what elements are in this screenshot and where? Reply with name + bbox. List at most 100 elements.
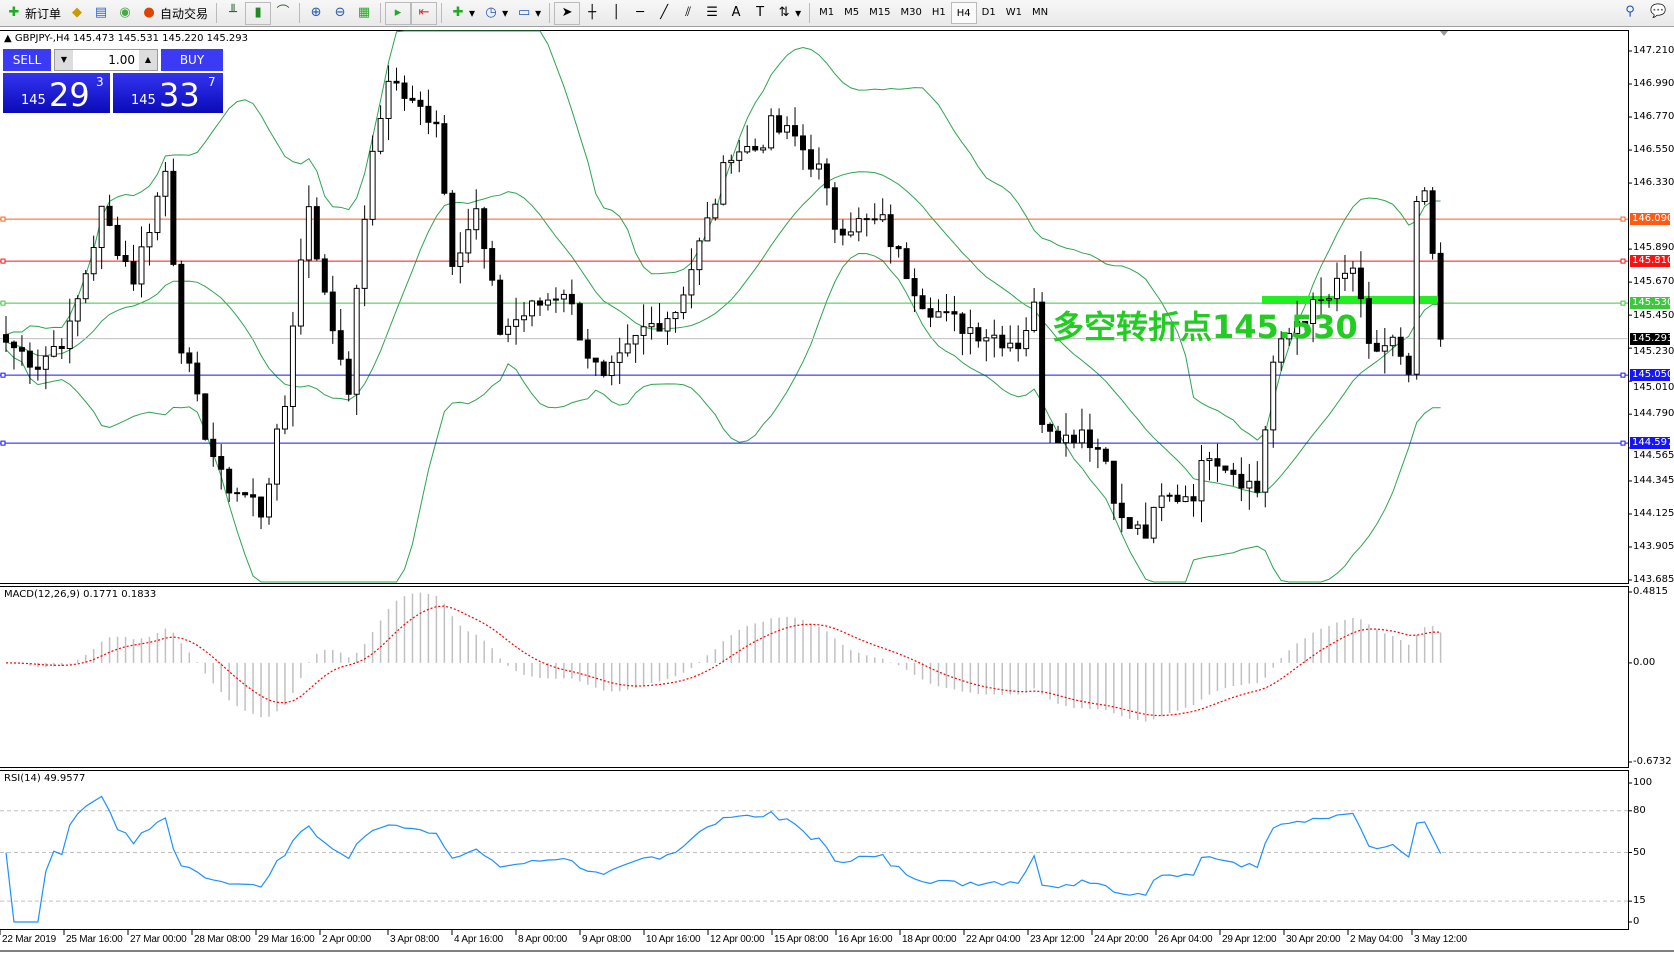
candle-bullish <box>1063 434 1070 444</box>
candle-bullish <box>608 361 615 377</box>
candle-chart-button[interactable]: ▮ <box>245 1 272 25</box>
buy-quote[interactable]: 145 33 7 <box>113 73 223 113</box>
search-icon[interactable]: ⚲ <box>1625 4 1635 19</box>
timeframe-w1[interactable]: W1 <box>1005 7 1022 18</box>
periods-button[interactable]: ◷ ▾ <box>479 2 512 25</box>
signal-icon: ◉ <box>119 5 131 20</box>
tile-windows-button[interactable]: ▦ <box>352 2 376 25</box>
candle-bearish <box>911 278 918 297</box>
text-button[interactable]: A <box>724 2 748 25</box>
chat-icon[interactable]: 💬 <box>1650 4 1667 19</box>
candle-bullish <box>855 218 862 233</box>
candle-bullish <box>616 352 623 363</box>
sell-button[interactable]: SELL <box>3 49 51 71</box>
one-click-trading-panel: SELL ▼ 1.00 ▲ BUY 145 29 3 145 33 7 <box>3 49 223 113</box>
timeframe-h1[interactable]: H1 <box>931 7 946 18</box>
indicators-button[interactable]: ✚ ▾ <box>446 2 479 25</box>
zoom-out-button[interactable]: ⊖ <box>328 2 352 25</box>
candle-bearish <box>329 291 336 332</box>
fibonacci-icon: ☰ <box>706 5 718 20</box>
right-icons: ⚲ 💬 <box>1622 4 1666 20</box>
candle-bearish <box>1222 465 1229 471</box>
candle-bullish <box>712 203 719 219</box>
candle-bearish <box>1238 473 1245 489</box>
terminal-icon: ▤ <box>94 5 108 20</box>
candle-bullish <box>935 311 942 318</box>
trendline-button[interactable]: ╱ <box>652 2 676 25</box>
timeframe-m15[interactable]: M15 <box>869 7 891 18</box>
channel-button[interactable]: ⫽ <box>676 2 700 25</box>
timeframe-m30[interactable]: M30 <box>900 7 922 18</box>
bar-chart-button[interactable]: ╨ <box>221 2 245 25</box>
signals-button[interactable]: ◉ <box>113 2 137 25</box>
candle-bullish <box>1198 460 1205 502</box>
candle-bearish <box>536 300 543 306</box>
candle-bearish <box>10 341 17 349</box>
terminal-button[interactable]: ▤ <box>89 2 113 25</box>
candle-bearish <box>1094 447 1101 450</box>
time-label: 9 Apr 08:00 <box>582 934 631 945</box>
timeframe-m5[interactable]: M5 <box>844 7 860 18</box>
candle-bullish <box>1278 338 1285 363</box>
market-watch-button[interactable]: ◆ <box>65 2 89 25</box>
auto-scroll-button[interactable]: ▸ <box>385 1 412 25</box>
new-order-button[interactable]: ✚ 新订单 <box>2 2 65 25</box>
candle-bullish <box>1333 277 1340 300</box>
candle-bearish <box>1230 469 1237 475</box>
price-tick-label: 146.550 <box>1633 144 1674 156</box>
price-tick-label: 144.790 <box>1633 408 1674 420</box>
level-handle <box>1620 258 1626 264</box>
lot-decrease-button[interactable]: ▼ <box>55 50 73 70</box>
candle-bearish <box>417 99 424 107</box>
candle-bullish <box>297 259 304 327</box>
candle-bearish <box>321 258 328 293</box>
vertical-line-button[interactable]: │ <box>604 2 628 25</box>
timeframe-d1[interactable]: D1 <box>981 7 996 18</box>
fibonacci-button[interactable]: ☰ <box>700 2 724 25</box>
main-chart-pane[interactable] <box>0 30 1629 584</box>
candle-bearish <box>1318 299 1325 302</box>
vertical-line-icon: │ <box>612 5 621 20</box>
gold-icon: ◆ <box>72 5 83 20</box>
time-label: 26 Apr 04:00 <box>1158 934 1213 945</box>
text-label-button[interactable]: T <box>748 2 772 25</box>
candle-bullish <box>473 208 480 231</box>
lot-increase-button[interactable]: ▲ <box>139 50 157 70</box>
candle-bullish <box>289 325 296 407</box>
candle-bullish <box>162 170 169 197</box>
candle-bearish <box>1118 502 1125 519</box>
rsi-pane[interactable] <box>0 770 1629 930</box>
zoom-in-button[interactable]: ⊕ <box>304 2 328 25</box>
timeframe-h4[interactable]: H4 <box>950 2 977 24</box>
separator <box>380 3 382 23</box>
auto-trading-button[interactable]: ● 自动交易 <box>137 2 212 25</box>
arrows-button[interactable]: ⇅ ▾ <box>772 2 805 25</box>
candle-bearish <box>210 438 217 458</box>
candle-bullish <box>361 218 368 289</box>
price-tick-label: 147.210 <box>1633 45 1674 56</box>
time-label: 15 Apr 08:00 <box>774 934 829 945</box>
candle-bearish <box>831 187 838 230</box>
timeframe-m1[interactable]: M1 <box>819 7 835 18</box>
candle-bullish <box>521 315 528 321</box>
macd-tick-label: 0.4815 <box>1633 586 1668 597</box>
candle-bearish <box>776 115 783 133</box>
buy-button[interactable]: BUY <box>161 49 223 71</box>
cursor-button[interactable]: ➤ <box>554 1 581 25</box>
collapse-icon[interactable]: ▲ <box>4 33 15 44</box>
macd-pane[interactable] <box>0 586 1629 768</box>
crosshair-button[interactable]: ┼ <box>580 2 604 25</box>
candle-bearish <box>1142 524 1149 539</box>
sell-quote[interactable]: 145 29 3 <box>3 73 110 113</box>
templates-button[interactable]: ▭ ▾ <box>517 5 542 20</box>
candle-bearish <box>393 80 400 84</box>
candle-bearish <box>1110 460 1117 504</box>
candle-bearish <box>592 357 599 363</box>
price-tick-label: 145.670 <box>1633 276 1674 288</box>
lot-size-input[interactable]: ▼ 1.00 ▲ <box>54 49 158 71</box>
chart-shift-button[interactable]: ⇤ <box>411 1 438 25</box>
horizontal-line-button[interactable]: ─ <box>628 2 652 25</box>
line-chart-button[interactable]: ⌒ <box>271 2 295 25</box>
timeframe-mn[interactable]: MN <box>1031 7 1049 18</box>
